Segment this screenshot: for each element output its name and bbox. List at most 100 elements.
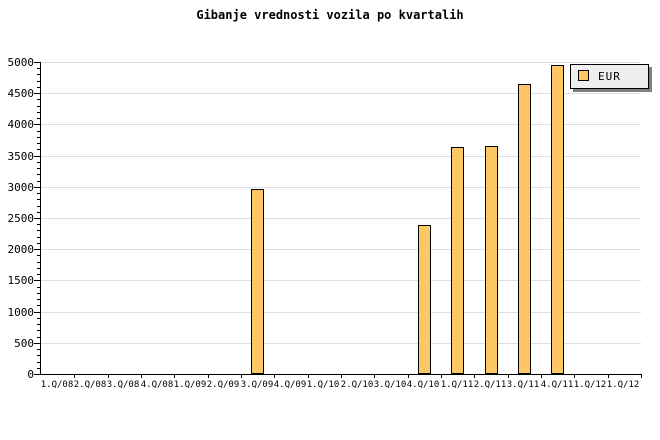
y-minor-tick-2700 bbox=[37, 206, 40, 207]
gridline-5000 bbox=[41, 62, 641, 63]
y-minor-tick-400 bbox=[37, 349, 40, 350]
x-category-label-15: 3.Q/11 bbox=[506, 380, 540, 390]
gridline-4500 bbox=[41, 93, 641, 94]
gridline-2500 bbox=[41, 218, 641, 219]
legend-label: EUR bbox=[598, 70, 621, 83]
y-minor-tick-1300 bbox=[37, 293, 40, 294]
y-minor-tick-900 bbox=[37, 318, 40, 319]
x-boundary-tick-16 bbox=[574, 374, 575, 378]
y-tick-label-500: 500 bbox=[14, 337, 34, 350]
y-tick-label-3500: 3500 bbox=[7, 150, 35, 163]
y-minor-tick-3800 bbox=[37, 137, 40, 138]
gridline-1000 bbox=[41, 312, 641, 313]
x-category-label-9: 1.Q/10 bbox=[306, 380, 340, 390]
y-minor-tick-1700 bbox=[37, 268, 40, 269]
bar-3.Q/09-EUR bbox=[251, 189, 264, 374]
x-category-label-11: 3.Q/10 bbox=[373, 380, 407, 390]
y-tick-label-3000: 3000 bbox=[7, 181, 35, 194]
y-minor-tick-3600 bbox=[37, 149, 40, 150]
y-minor-tick-1100 bbox=[37, 305, 40, 306]
x-boundary-tick-5 bbox=[208, 374, 209, 378]
x-category-label-2: 2.Q/08 bbox=[73, 380, 107, 390]
bar-3.Q/11-EUR bbox=[518, 84, 531, 374]
y-minor-tick-700 bbox=[37, 330, 40, 331]
y-tick-label-4500: 4500 bbox=[7, 87, 35, 100]
y-minor-tick-100 bbox=[37, 368, 40, 369]
y-minor-tick-4100 bbox=[37, 118, 40, 119]
x-boundary-tick-18 bbox=[641, 374, 642, 378]
y-minor-tick-600 bbox=[37, 337, 40, 338]
y-minor-tick-4600 bbox=[37, 87, 40, 88]
y-minor-tick-3900 bbox=[37, 131, 40, 132]
x-boundary-tick-6 bbox=[241, 374, 242, 378]
y-minor-tick-4300 bbox=[37, 106, 40, 107]
y-minor-tick-1800 bbox=[37, 262, 40, 263]
bar-4.Q/11-EUR bbox=[551, 65, 564, 374]
x-category-label-13: 1.Q/11 bbox=[440, 380, 474, 390]
y-minor-tick-1900 bbox=[37, 255, 40, 256]
legend-swatch-icon bbox=[578, 70, 589, 81]
y-tick-label-0: 0 bbox=[27, 368, 34, 381]
y-minor-tick-1600 bbox=[37, 274, 40, 275]
y-major-tick-3000 bbox=[34, 187, 40, 188]
x-boundary-tick-9 bbox=[341, 374, 342, 378]
x-category-label-17: 1.Q/12 bbox=[573, 380, 607, 390]
y-minor-tick-4400 bbox=[37, 99, 40, 100]
y-minor-tick-3300 bbox=[37, 168, 40, 169]
y-major-tick-4000 bbox=[34, 124, 40, 125]
y-minor-tick-3100 bbox=[37, 181, 40, 182]
x-boundary-tick-14 bbox=[508, 374, 509, 378]
x-boundary-tick-15 bbox=[541, 374, 542, 378]
x-category-label-1: 1.Q/08 bbox=[40, 380, 74, 390]
y-minor-tick-3700 bbox=[37, 143, 40, 144]
y-major-tick-2000 bbox=[34, 249, 40, 250]
y-minor-tick-2400 bbox=[37, 224, 40, 225]
gridline-3500 bbox=[41, 156, 641, 157]
x-boundary-tick-7 bbox=[274, 374, 275, 378]
y-major-tick-4500 bbox=[34, 93, 40, 94]
y-tick-label-2500: 2500 bbox=[7, 212, 35, 225]
y-major-tick-2500 bbox=[34, 218, 40, 219]
bar-2.Q/11-EUR bbox=[485, 146, 498, 374]
x-category-label-8: 4.Q/09 bbox=[273, 380, 307, 390]
x-boundary-tick-2 bbox=[108, 374, 109, 378]
y-minor-tick-300 bbox=[37, 355, 40, 356]
x-category-label-5: 1.Q/09 bbox=[173, 380, 207, 390]
y-minor-tick-200 bbox=[37, 362, 40, 363]
chart-title: Gibanje vrednosti vozila po kvartalih bbox=[196, 8, 464, 22]
x-boundary-tick-11 bbox=[408, 374, 409, 378]
plot-area bbox=[34, 62, 642, 378]
bar-1.Q/11-EUR bbox=[451, 147, 464, 374]
x-boundary-tick-3 bbox=[141, 374, 142, 378]
x-category-label-3: 3.Q/08 bbox=[106, 380, 140, 390]
y-major-tick-500 bbox=[34, 343, 40, 344]
y-tick-label-5000: 5000 bbox=[7, 56, 35, 69]
x-boundary-tick-13 bbox=[474, 374, 475, 378]
y-major-tick-0 bbox=[34, 374, 40, 375]
x-boundary-tick-17 bbox=[608, 374, 609, 378]
x-boundary-tick-12 bbox=[441, 374, 442, 378]
y-minor-tick-800 bbox=[37, 324, 40, 325]
x-category-label-16: 4.Q/11 bbox=[540, 380, 574, 390]
y-major-tick-1000 bbox=[34, 312, 40, 313]
x-category-label-6: 2.Q/09 bbox=[206, 380, 240, 390]
x-category-label-14: 2.Q/11 bbox=[473, 380, 507, 390]
x-boundary-tick-4 bbox=[174, 374, 175, 378]
gridline-1500 bbox=[41, 280, 641, 281]
gridline-3000 bbox=[41, 187, 641, 188]
y-minor-tick-4700 bbox=[37, 81, 40, 82]
gridline-500 bbox=[41, 343, 641, 344]
y-minor-tick-1400 bbox=[37, 287, 40, 288]
y-minor-tick-4900 bbox=[37, 68, 40, 69]
y-minor-tick-2800 bbox=[37, 199, 40, 200]
y-major-tick-1500 bbox=[34, 280, 40, 281]
y-minor-tick-2100 bbox=[37, 243, 40, 244]
x-category-label-7: 3.Q/09 bbox=[240, 380, 274, 390]
y-tick-label-4000: 4000 bbox=[7, 118, 35, 131]
y-minor-tick-4200 bbox=[37, 112, 40, 113]
x-boundary-tick-1 bbox=[74, 374, 75, 378]
x-category-label-10: 2.Q/10 bbox=[340, 380, 374, 390]
y-minor-tick-3400 bbox=[37, 162, 40, 163]
x-category-label-12: 4.Q/10 bbox=[406, 380, 440, 390]
